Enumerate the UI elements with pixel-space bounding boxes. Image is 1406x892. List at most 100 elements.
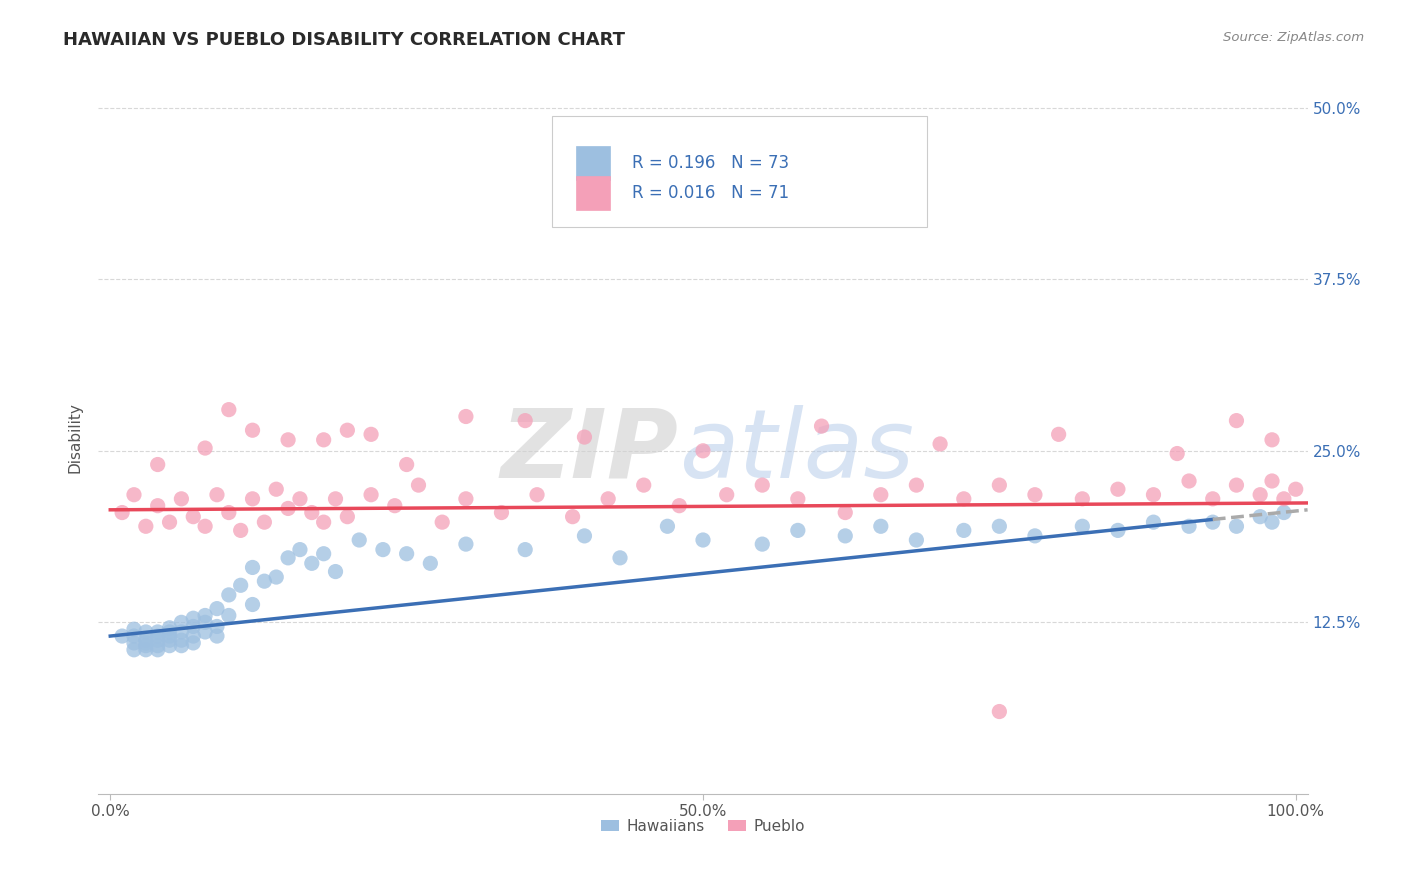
Point bbox=[454, 409, 477, 424]
Point bbox=[194, 519, 217, 533]
FancyBboxPatch shape bbox=[551, 116, 927, 227]
Point bbox=[1261, 433, 1284, 447]
Point bbox=[325, 565, 347, 579]
Point bbox=[633, 478, 655, 492]
Point bbox=[988, 705, 1011, 719]
Point bbox=[810, 419, 832, 434]
Point bbox=[170, 624, 193, 639]
Point bbox=[242, 491, 264, 506]
Point bbox=[135, 639, 157, 653]
Point bbox=[657, 519, 679, 533]
Point bbox=[751, 537, 773, 551]
Point bbox=[229, 524, 252, 538]
Point bbox=[360, 488, 382, 502]
Text: ZIP: ZIP bbox=[501, 405, 679, 498]
Point bbox=[122, 488, 145, 502]
Point bbox=[122, 622, 145, 636]
Point bbox=[574, 529, 596, 543]
Point bbox=[786, 491, 808, 506]
Point bbox=[1024, 529, 1046, 543]
Point bbox=[264, 482, 287, 496]
Point bbox=[1071, 519, 1094, 533]
Point bbox=[312, 433, 335, 447]
Point bbox=[1071, 491, 1094, 506]
Point bbox=[905, 478, 928, 492]
Text: R = 0.196   N = 73: R = 0.196 N = 73 bbox=[631, 154, 789, 172]
Point bbox=[170, 491, 193, 506]
Point bbox=[159, 633, 181, 648]
Point bbox=[181, 611, 204, 625]
Point bbox=[454, 537, 477, 551]
Point bbox=[988, 519, 1011, 533]
Point bbox=[988, 478, 1011, 492]
Point bbox=[288, 542, 311, 557]
Point bbox=[360, 427, 382, 442]
Point bbox=[834, 529, 856, 543]
Point bbox=[1249, 509, 1271, 524]
Point bbox=[264, 570, 287, 584]
Point bbox=[253, 515, 276, 529]
Point bbox=[181, 629, 204, 643]
Point bbox=[384, 499, 406, 513]
Point bbox=[135, 633, 157, 648]
Point bbox=[146, 639, 169, 653]
Point bbox=[181, 636, 204, 650]
Point bbox=[312, 515, 335, 529]
Point bbox=[1142, 515, 1164, 529]
Point bbox=[159, 629, 181, 643]
Point bbox=[146, 458, 169, 472]
Point bbox=[277, 550, 299, 565]
Point bbox=[515, 414, 537, 428]
Point bbox=[952, 491, 974, 506]
Point bbox=[1225, 414, 1247, 428]
Point bbox=[288, 491, 311, 506]
Point bbox=[1178, 519, 1201, 533]
Point bbox=[242, 598, 264, 612]
Point bbox=[929, 437, 952, 451]
Point bbox=[692, 533, 714, 547]
Point bbox=[1249, 488, 1271, 502]
Point bbox=[952, 524, 974, 538]
Point bbox=[122, 629, 145, 643]
Point bbox=[170, 633, 193, 648]
Text: HAWAIIAN VS PUEBLO DISABILITY CORRELATION CHART: HAWAIIAN VS PUEBLO DISABILITY CORRELATIO… bbox=[63, 31, 626, 49]
Point bbox=[347, 533, 370, 547]
Point bbox=[122, 636, 145, 650]
Point bbox=[218, 608, 240, 623]
Point bbox=[135, 624, 157, 639]
Point bbox=[1202, 491, 1225, 506]
Point bbox=[1178, 474, 1201, 488]
Point bbox=[205, 619, 228, 633]
Point bbox=[159, 624, 181, 639]
Point bbox=[242, 423, 264, 437]
Point bbox=[574, 430, 596, 444]
Point bbox=[454, 491, 477, 506]
Point bbox=[395, 458, 418, 472]
Point bbox=[146, 629, 169, 643]
Point bbox=[194, 615, 217, 630]
Point bbox=[194, 608, 217, 623]
Point bbox=[135, 642, 157, 657]
Point bbox=[598, 491, 620, 506]
Point bbox=[692, 443, 714, 458]
Point bbox=[218, 588, 240, 602]
Point bbox=[277, 501, 299, 516]
Point bbox=[408, 478, 430, 492]
Point bbox=[1272, 491, 1295, 506]
Text: atlas: atlas bbox=[679, 405, 914, 498]
Point bbox=[1107, 482, 1129, 496]
Point bbox=[1142, 488, 1164, 502]
Point bbox=[716, 488, 738, 502]
Text: Source: ZipAtlas.com: Source: ZipAtlas.com bbox=[1223, 31, 1364, 45]
Point bbox=[146, 642, 169, 657]
Point bbox=[229, 578, 252, 592]
Point bbox=[111, 506, 134, 520]
Point bbox=[1272, 506, 1295, 520]
Point bbox=[301, 557, 323, 571]
Bar bbox=[576, 176, 610, 211]
Point bbox=[751, 196, 773, 211]
Point bbox=[419, 557, 441, 571]
Legend: Hawaiians, Pueblo: Hawaiians, Pueblo bbox=[595, 813, 811, 839]
Bar bbox=[576, 146, 610, 180]
Point bbox=[526, 488, 548, 502]
